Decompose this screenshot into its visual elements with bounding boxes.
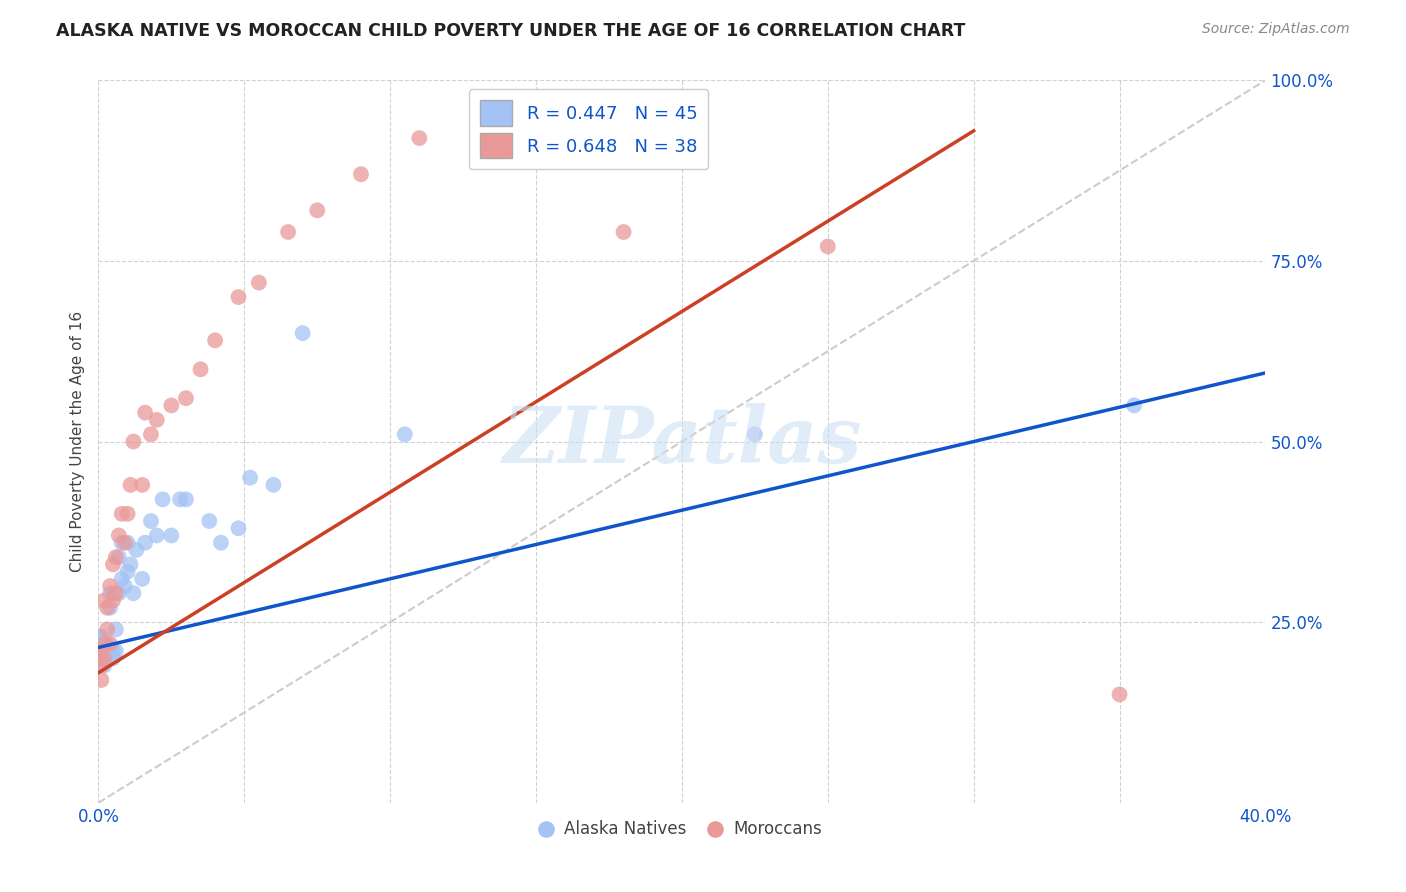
- Point: [125, 542, 148, 557]
- Point: [239, 470, 262, 484]
- Point: [190, 362, 212, 376]
- Point: [139, 427, 162, 442]
- Point: [817, 239, 839, 253]
- Point: [262, 478, 284, 492]
- Point: [108, 550, 131, 565]
- Point: [204, 334, 226, 348]
- Point: [174, 492, 197, 507]
- Point: [111, 535, 134, 549]
- Point: [98, 586, 121, 600]
- Point: [122, 434, 145, 449]
- Point: [104, 550, 127, 565]
- Text: ALASKA NATIVE VS MOROCCAN CHILD POVERTY UNDER THE AGE OF 16 CORRELATION CHART: ALASKA NATIVE VS MOROCCAN CHILD POVERTY …: [56, 22, 966, 40]
- Point: [96, 651, 118, 665]
- Point: [228, 521, 250, 535]
- Point: [169, 492, 191, 507]
- Point: [117, 535, 139, 549]
- Point: [131, 572, 153, 586]
- Point: [120, 558, 142, 572]
- Point: [101, 586, 124, 600]
- Text: Source: ZipAtlas.com: Source: ZipAtlas.com: [1202, 22, 1350, 37]
- Point: [101, 558, 124, 572]
- Point: [744, 427, 766, 442]
- Point: [394, 427, 416, 442]
- Point: [104, 623, 127, 637]
- Point: [247, 276, 270, 290]
- Point: [117, 507, 139, 521]
- Point: [101, 593, 124, 607]
- Point: [114, 579, 136, 593]
- Point: [108, 586, 131, 600]
- Point: [90, 673, 112, 687]
- Point: [160, 398, 183, 412]
- Point: [228, 290, 250, 304]
- Point: [98, 637, 121, 651]
- Point: [134, 535, 156, 549]
- Point: [612, 225, 634, 239]
- Point: [408, 131, 430, 145]
- Point: [90, 658, 112, 673]
- Point: [108, 528, 131, 542]
- Legend: Alaska Natives, Moroccans: Alaska Natives, Moroccans: [536, 814, 828, 845]
- Point: [209, 535, 232, 549]
- Point: [1108, 687, 1130, 701]
- Point: [111, 507, 134, 521]
- Point: [131, 478, 153, 492]
- Point: [87, 630, 110, 644]
- Point: [139, 514, 162, 528]
- Point: [90, 630, 112, 644]
- Point: [122, 586, 145, 600]
- Point: [96, 600, 118, 615]
- Point: [104, 586, 127, 600]
- Point: [93, 593, 115, 607]
- Point: [307, 203, 329, 218]
- Point: [93, 637, 115, 651]
- Point: [87, 644, 110, 658]
- Point: [152, 492, 174, 507]
- Point: [96, 623, 118, 637]
- Point: [90, 651, 112, 665]
- Point: [146, 413, 169, 427]
- Point: [93, 658, 115, 673]
- Point: [146, 528, 169, 542]
- Point: [117, 565, 139, 579]
- Point: [101, 651, 124, 665]
- Point: [291, 326, 314, 340]
- Point: [93, 637, 115, 651]
- Point: [87, 651, 110, 665]
- Point: [120, 478, 142, 492]
- Point: [160, 528, 183, 542]
- Point: [93, 651, 115, 665]
- Point: [96, 644, 118, 658]
- Point: [87, 644, 110, 658]
- Point: [277, 225, 299, 239]
- Point: [98, 600, 121, 615]
- Point: [98, 579, 121, 593]
- Point: [1123, 398, 1146, 412]
- Point: [93, 644, 115, 658]
- Point: [101, 644, 124, 658]
- Point: [134, 406, 156, 420]
- Point: [111, 572, 134, 586]
- Point: [198, 514, 221, 528]
- Point: [104, 644, 127, 658]
- Point: [174, 391, 197, 405]
- Point: [96, 637, 118, 651]
- Y-axis label: Child Poverty Under the Age of 16: Child Poverty Under the Age of 16: [69, 311, 84, 572]
- Point: [90, 644, 112, 658]
- Text: ZIPatlas: ZIPatlas: [502, 403, 862, 480]
- Point: [114, 535, 136, 549]
- Point: [350, 167, 373, 181]
